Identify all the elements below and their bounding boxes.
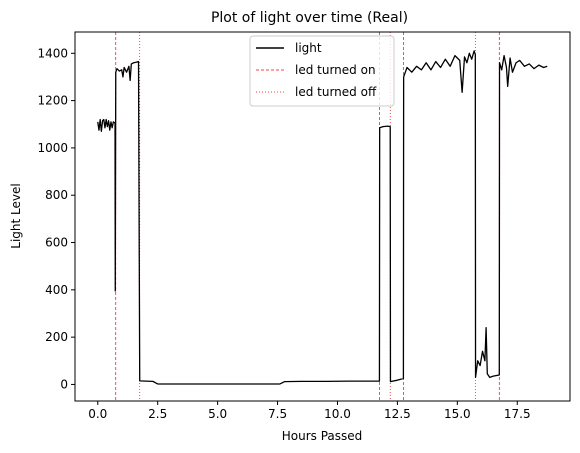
y-axis: 0 200 400 600 800 1000 1200 1400 — [37, 46, 75, 391]
x-tick-label: 2.5 — [148, 407, 167, 421]
legend-label-led-off: led turned off — [295, 85, 377, 99]
y-axis-label: Light Level — [9, 183, 23, 248]
y-tick-label: 0 — [60, 377, 68, 391]
legend-label-light: light — [295, 41, 322, 55]
x-tick-label: 12.5 — [384, 407, 411, 421]
x-tick-label: 15.0 — [444, 407, 471, 421]
series-layer — [97, 50, 548, 385]
x-tick-label: 10.0 — [324, 407, 351, 421]
y-tick-label: 200 — [45, 330, 68, 344]
y-tick-label: 1400 — [37, 46, 68, 60]
x-tick-label: 17.5 — [504, 407, 531, 421]
y-tick-label: 1200 — [37, 94, 68, 108]
x-tick-label: 0.0 — [88, 407, 107, 421]
y-tick-label: 600 — [45, 236, 68, 250]
y-tick-label: 1000 — [37, 141, 68, 155]
y-tick-label: 400 — [45, 283, 68, 297]
legend: light led turned on led turned off — [249, 35, 395, 107]
x-axis-label: Hours Passed — [282, 429, 363, 443]
x-tick-label: 7.5 — [268, 407, 287, 421]
chart-title: Plot of light over time (Real) — [211, 10, 408, 26]
legend-label-led-on: led turned on — [295, 63, 376, 77]
plot-frame — [74, 31, 571, 402]
light-series-line — [97, 50, 548, 385]
x-axis: 0.0 2.5 5.0 7.5 10.0 12.5 15.0 17.5 — [88, 401, 531, 421]
legend-box — [249, 35, 395, 107]
y-tick-label: 800 — [45, 188, 68, 202]
x-tick-label: 5.0 — [208, 407, 227, 421]
